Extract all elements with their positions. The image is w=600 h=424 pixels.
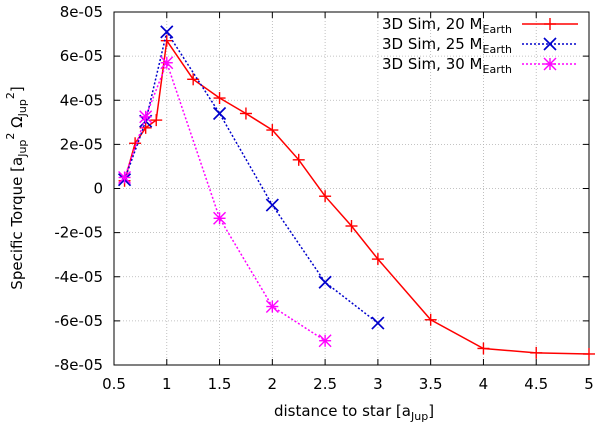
series-layer [117,25,595,360]
x-tick-label: 4.5 [524,375,548,393]
y-tick-label: 6e-05 [60,47,103,65]
x-tick-label: 3 [373,375,383,393]
x-axis-title: distance to star [aJup] [274,402,434,423]
series-3-point [265,300,279,314]
legend-entry-2: 3D Sim, 25 MEarth [382,35,578,56]
y-tick-label: -2e-05 [54,224,103,242]
series-2-point [371,316,385,330]
x-tick-label: 5 [584,375,594,393]
series-2-point [160,25,174,39]
series-1-point [371,253,384,266]
y-axis-title: Specific Torque [aJup2 ΩJup2] [4,86,29,289]
x-tick-label: 2.5 [313,375,337,393]
axis-ticks: 0.5 1 1.5 2 2.5 3 3.5 4 4.5 5 8e-05 6e-05 4e-05 2e-05… [54,3,593,393]
series-3-point [213,211,227,225]
legend-label: 3D Sim, 25 MEarth [382,35,512,56]
series-2-point [318,275,332,289]
series-1-point [345,220,358,233]
series-1-point [530,346,543,359]
legend-entry-3: 3D Sim, 30 MEarth [382,55,578,76]
legend-entry-1: 3D Sim, 20 MEarth [382,15,578,36]
legend-marker [543,57,557,71]
series-1-point [213,92,226,105]
x-tick-label: 3.5 [419,375,443,393]
legend-label: 3D Sim, 20 MEarth [382,15,512,36]
series-3-line [123,60,326,342]
legend-marker [543,37,557,51]
series-1-point [583,347,595,360]
legend-label: 3D Sim, 30 MEarth [382,55,512,76]
series-2 [117,25,385,330]
y-tick-label: 2e-05 [60,135,103,153]
x-tick-label: 0.5 [102,375,126,393]
x-tick-label: 1 [162,375,172,393]
series-1-point [150,114,163,127]
grid [114,12,589,365]
series-3-point [139,110,153,124]
y-tick-label: -6e-05 [54,312,103,330]
y-tick-label: -8e-05 [54,356,103,374]
y-tick-label: 4e-05 [60,91,103,109]
x-tick-label: 4 [479,375,489,393]
y-tick-label: 8e-05 [60,3,103,21]
series-1-point [129,137,142,150]
y-tick-label: 0 [93,180,103,198]
legend-marker [544,18,556,30]
series-1-point [160,34,173,47]
series-1-point [319,190,332,203]
y-tick-label: -4e-05 [54,268,103,286]
series-3-point [318,334,332,348]
x-tick-label: 1.5 [208,375,232,393]
series-3-point [160,56,174,70]
series-1-point [477,342,490,355]
series-1-point [187,73,200,86]
series-3 [118,56,332,348]
series-1-point [292,153,305,166]
series-1-point [266,124,279,137]
series-1 [118,34,595,360]
x-tick-label: 2 [268,375,278,393]
series-2-point [212,106,227,121]
series-2-point [265,198,279,212]
series-3-point [118,170,132,184]
series-1-point [239,107,252,120]
series-1-point [424,313,437,326]
series-1-line [123,38,590,355]
